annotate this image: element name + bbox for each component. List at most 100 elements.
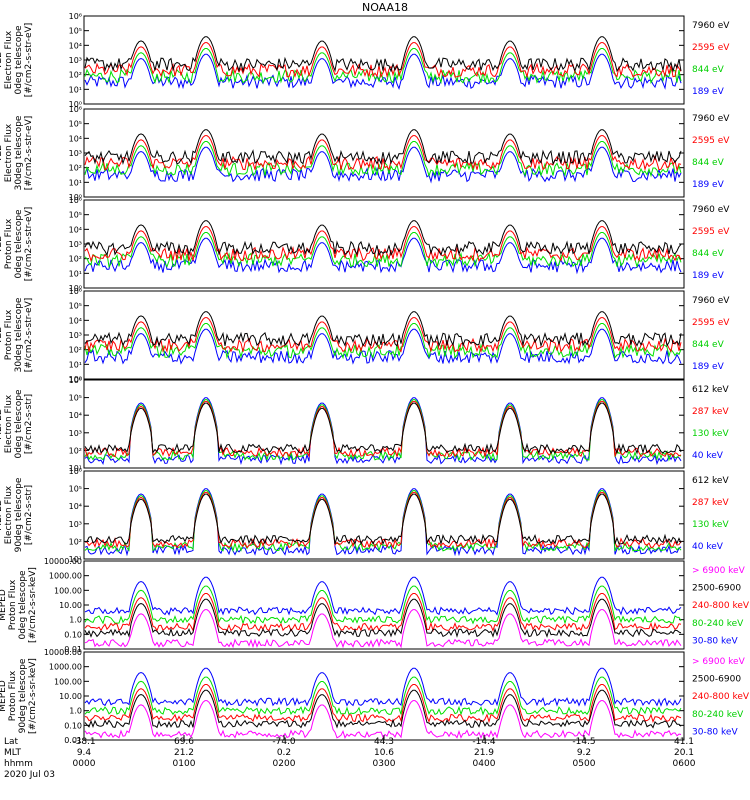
ytick-label: 10⁵ [69,302,82,311]
ytick-label: 1000.00 [49,572,82,581]
trace-844-ev [84,323,682,360]
xtick-mlt: 9.4 [77,748,92,758]
ytick-label: 10⁶ [69,12,82,21]
xtick-hhmm: 0300 [373,759,396,769]
ytick-label: 10000.00 [44,557,82,566]
ytick-label: 10² [69,446,82,455]
ylabel-line: Proton Flux [4,309,14,360]
ytick-label: 0.01 [64,645,82,654]
ylabel: TEDProton Flux30deg telescope[#/cm2-s-st… [0,297,34,372]
ylabel: MEPEDElectron Flux90deg telescope[#/cm2-… [0,477,34,552]
legend-entry: 612 keV [692,476,729,486]
trace-2595-ev [84,226,682,263]
panel-ted-p-0: 10⁰ 10¹ 10² 10³ 10⁴ 10⁵ 10⁶ TEDProton Flux0deg … [0,196,730,293]
legend-entry: 30-80 keV [692,636,738,646]
legend-entry: 7960 eV [692,296,730,306]
ytick-label: 10⁰ [69,100,82,109]
trace-30-80-kev [84,667,682,707]
trace-2595-ev [84,42,682,79]
ylabel: TEDElectron Flux30deg telescope[#/cm2-s-… [0,115,34,190]
ytick-label: 100.00 [54,586,82,595]
ytick-label: 10⁴ [69,316,82,325]
ytick-label: 10² [69,255,82,264]
trace--6900-kev [84,609,682,649]
trace-2595-ev [84,135,682,172]
legend-entry: 2595 eV [692,318,730,328]
xtick-lat: 41.1 [674,737,694,747]
xtick-hhmm: 0500 [573,759,596,769]
xtick-lat: 44.3 [374,737,394,747]
ytick-label: 10⁰ [69,375,82,384]
ylabel-line: Proton Flux [4,218,14,269]
legend-entry: 2500-6900 [692,584,741,594]
ylabel-line: 90deg telescope [14,477,24,552]
xtick-hhmm: 0600 [673,759,696,769]
ytick-label: 10³ [69,520,82,529]
xtick-lat: -74.0 [272,737,296,747]
ylabel-line: 0deg telescope [14,25,24,95]
ylabel-line: TED [0,144,4,163]
ytick-label: 10² [69,164,82,173]
legend-entry: 80-240 keV [692,619,744,629]
trace-612-kev [84,493,682,546]
ytick-label: 10⁴ [69,411,82,420]
trace-7960-ev [84,311,682,348]
ylabel-line: Electron Flux [4,485,14,544]
ytick-label: 10³ [69,429,82,438]
legend-entry: 7960 eV [692,205,730,215]
trace-80-240-kev [84,585,682,626]
axis-row-label: 2020 Jul 03 [4,770,55,780]
trace-287-kev [84,491,682,549]
legend-entry: 189 eV [692,271,725,281]
legend-entry: 844 eV [692,65,725,75]
legend-entry: 844 eV [692,340,725,350]
ytick-label: 10¹ [69,464,82,473]
ylabel: MEPEDElectron Flux0deg telescope[#/cm2-s… [0,389,34,459]
trace-2500-6900 [84,689,682,729]
ylabel-line: 30deg telescope [14,297,24,372]
ytick-label: 10³ [69,240,82,249]
legend-entry: 287 keV [692,407,729,417]
panel-ted-e-0: 10⁰ 10¹ 10² 10³ 10⁴ 10⁵ 10⁶ TEDElectron Flux0de… [0,12,730,109]
legend-entry: 2500-6900 [692,675,741,685]
panel-meped-e-0: 10¹ 10² 10³ 10⁴ 10⁵ 10⁶ MEPEDElectron Flux0deg… [0,376,729,473]
legend-entry: 189 eV [692,362,725,372]
trace-240-800-kev [84,593,682,633]
xtick-lat: -14.4 [472,737,496,747]
legend-entry: 240-800 keV [692,601,750,611]
ylabel-line: [#/cm2-s-str-eV] [24,116,34,191]
xtick-hhmm: 0000 [73,759,96,769]
xtick-mlt: 21.2 [174,748,194,758]
xtick-mlt: 20.1 [674,748,694,758]
legend-entry: 30-80 keV [692,727,738,737]
legend-entry: 130 keV [692,520,729,530]
ytick-label: 10⁶ [69,196,82,205]
trace-7960-ev [84,36,682,73]
trace-130-kev [84,399,682,462]
legend-entry: 40 keV [692,542,724,552]
ylabel-line: Electron Flux [4,123,14,182]
ytick-label: 10¹ [69,555,82,564]
ylabel-line: MEPED [0,499,4,531]
legend-entry: 130 keV [692,429,729,439]
panel-meped-p-90: 0.01 0.10 1.0 10.00 100.00 1000.00 10000.00 MEP… [0,648,750,745]
ytick-label: 1.0 [69,616,82,625]
panel-ted-p-30: 10⁰ 10¹ 10² 10³ 10⁴ 10⁵ 10⁶ TEDProton Flux30deg… [0,287,730,384]
ylabel-line: 0deg telescope [14,389,24,459]
ylabel-line: MEPED [0,589,8,621]
legend-entry: 240-800 keV [692,692,750,702]
trace-30-80-kev [84,576,682,616]
ytick-label: 10⁵ [69,485,82,494]
trace-844-ev [84,48,682,85]
axis-row-label: MLT [4,748,22,758]
axis-row-label: hhmm [4,759,33,769]
ytick-label: 10² [69,537,82,546]
ytick-label: 1000.00 [49,663,82,672]
ylabel: MEPEDProton Flux90deg telescope[#/cm2-s-… [0,658,38,734]
ylabel-line: 0deg telescope [14,209,24,279]
xtick-hhmm: 0200 [273,759,296,769]
ylabel-line: [#/cm2-s-str-eV] [24,23,34,98]
